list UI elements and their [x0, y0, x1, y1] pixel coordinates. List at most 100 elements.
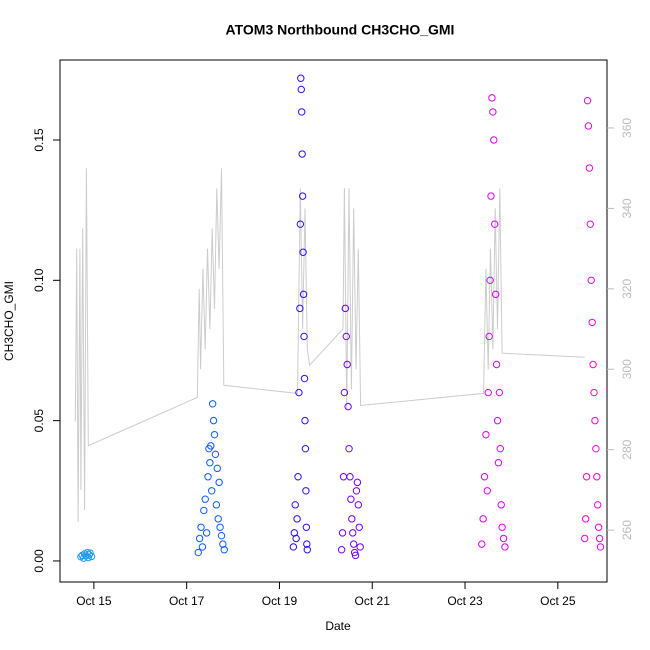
data-point [587, 276, 595, 285]
x-tick-label: Oct 17 [169, 594, 205, 608]
data-point [342, 332, 350, 341]
data-point [582, 473, 591, 481]
data-point [298, 108, 306, 116]
data-point [586, 220, 594, 228]
data-point [337, 546, 346, 554]
data-point [344, 402, 352, 411]
data-point [354, 501, 363, 509]
data-point [208, 400, 217, 408]
data-point [206, 459, 214, 467]
data-point [349, 540, 358, 548]
data-point [289, 543, 298, 551]
data-point [208, 487, 216, 495]
data-point [484, 388, 492, 397]
data-point [86, 549, 94, 557]
data-point [298, 150, 306, 158]
data-point [302, 487, 310, 495]
data-point [211, 450, 220, 459]
data-point [485, 332, 493, 341]
data-point [300, 374, 309, 383]
x-tick-label: Oct 25 [540, 594, 576, 608]
data-point [499, 534, 508, 543]
data-point [79, 554, 88, 562]
y2-tick-label: 360 [620, 118, 634, 138]
data-point [492, 360, 501, 369]
data-point [85, 551, 93, 559]
data-point [303, 546, 311, 554]
data-point [497, 501, 505, 509]
data-point [213, 464, 221, 473]
data-point [355, 523, 363, 531]
data-point [201, 495, 209, 503]
data-point [352, 487, 361, 495]
data-point [197, 523, 205, 531]
data-point [292, 534, 300, 543]
x-tick-label: Oct 19 [262, 594, 298, 608]
data-point [340, 388, 349, 397]
data-line [74, 168, 585, 523]
data-point [219, 540, 227, 548]
data-point [215, 478, 223, 487]
data-point [214, 515, 222, 523]
data-point [588, 318, 596, 327]
data-point [585, 164, 594, 172]
data-point [592, 444, 600, 453]
data-point [351, 551, 360, 560]
data-point [581, 534, 589, 543]
data-point [349, 529, 357, 537]
data-point [494, 459, 503, 467]
data-point [356, 543, 364, 551]
data-point [495, 388, 504, 397]
plot-frame [59, 59, 608, 583]
data-point [584, 122, 593, 130]
y-tick-label: 0.05 [32, 409, 46, 433]
data-point [83, 548, 92, 557]
data-point [591, 416, 599, 425]
data-point [216, 523, 224, 531]
data-point [581, 515, 590, 523]
data-point [353, 478, 362, 487]
data-point [347, 495, 355, 503]
data-point [293, 515, 301, 523]
data-point [488, 94, 496, 102]
data-point [482, 430, 490, 439]
data-point [296, 304, 304, 313]
data-point [291, 501, 299, 509]
data-point [207, 442, 215, 450]
y-axis-label: CH3CHO_GMI [2, 281, 16, 361]
data-point [217, 531, 226, 540]
y2-tick-label: 320 [620, 278, 634, 298]
y2-tick-label: 340 [620, 198, 634, 218]
y2-tick-label: 260 [620, 520, 634, 540]
data-point [300, 332, 308, 341]
data-point [348, 515, 356, 523]
y-tick-label: 0.15 [32, 128, 46, 152]
data-point [483, 487, 492, 495]
data-point [195, 534, 204, 543]
data-point [480, 473, 489, 481]
data-point [491, 290, 500, 299]
data-point [295, 388, 303, 397]
data-point [204, 473, 212, 481]
data-point [501, 543, 509, 551]
data-point [301, 444, 310, 453]
data-point [341, 304, 350, 313]
y2-tick-label: 300 [620, 359, 634, 379]
data-point [486, 276, 494, 285]
data-point [594, 501, 602, 509]
data-point [490, 136, 498, 144]
data-point [487, 192, 495, 200]
data-point [87, 552, 96, 561]
data-point [498, 523, 506, 531]
y-tick-label: 0.10 [32, 268, 46, 292]
data-point [594, 523, 603, 531]
data-point [220, 546, 228, 554]
data-point [212, 501, 221, 509]
data-point [596, 543, 605, 551]
chart-title: ATOM3 Northbound CH3CHO_GMI [226, 22, 455, 38]
x-tick-label: Oct 23 [447, 594, 483, 608]
data-point [209, 416, 218, 425]
data-point [489, 108, 497, 116]
data-point [301, 416, 309, 425]
